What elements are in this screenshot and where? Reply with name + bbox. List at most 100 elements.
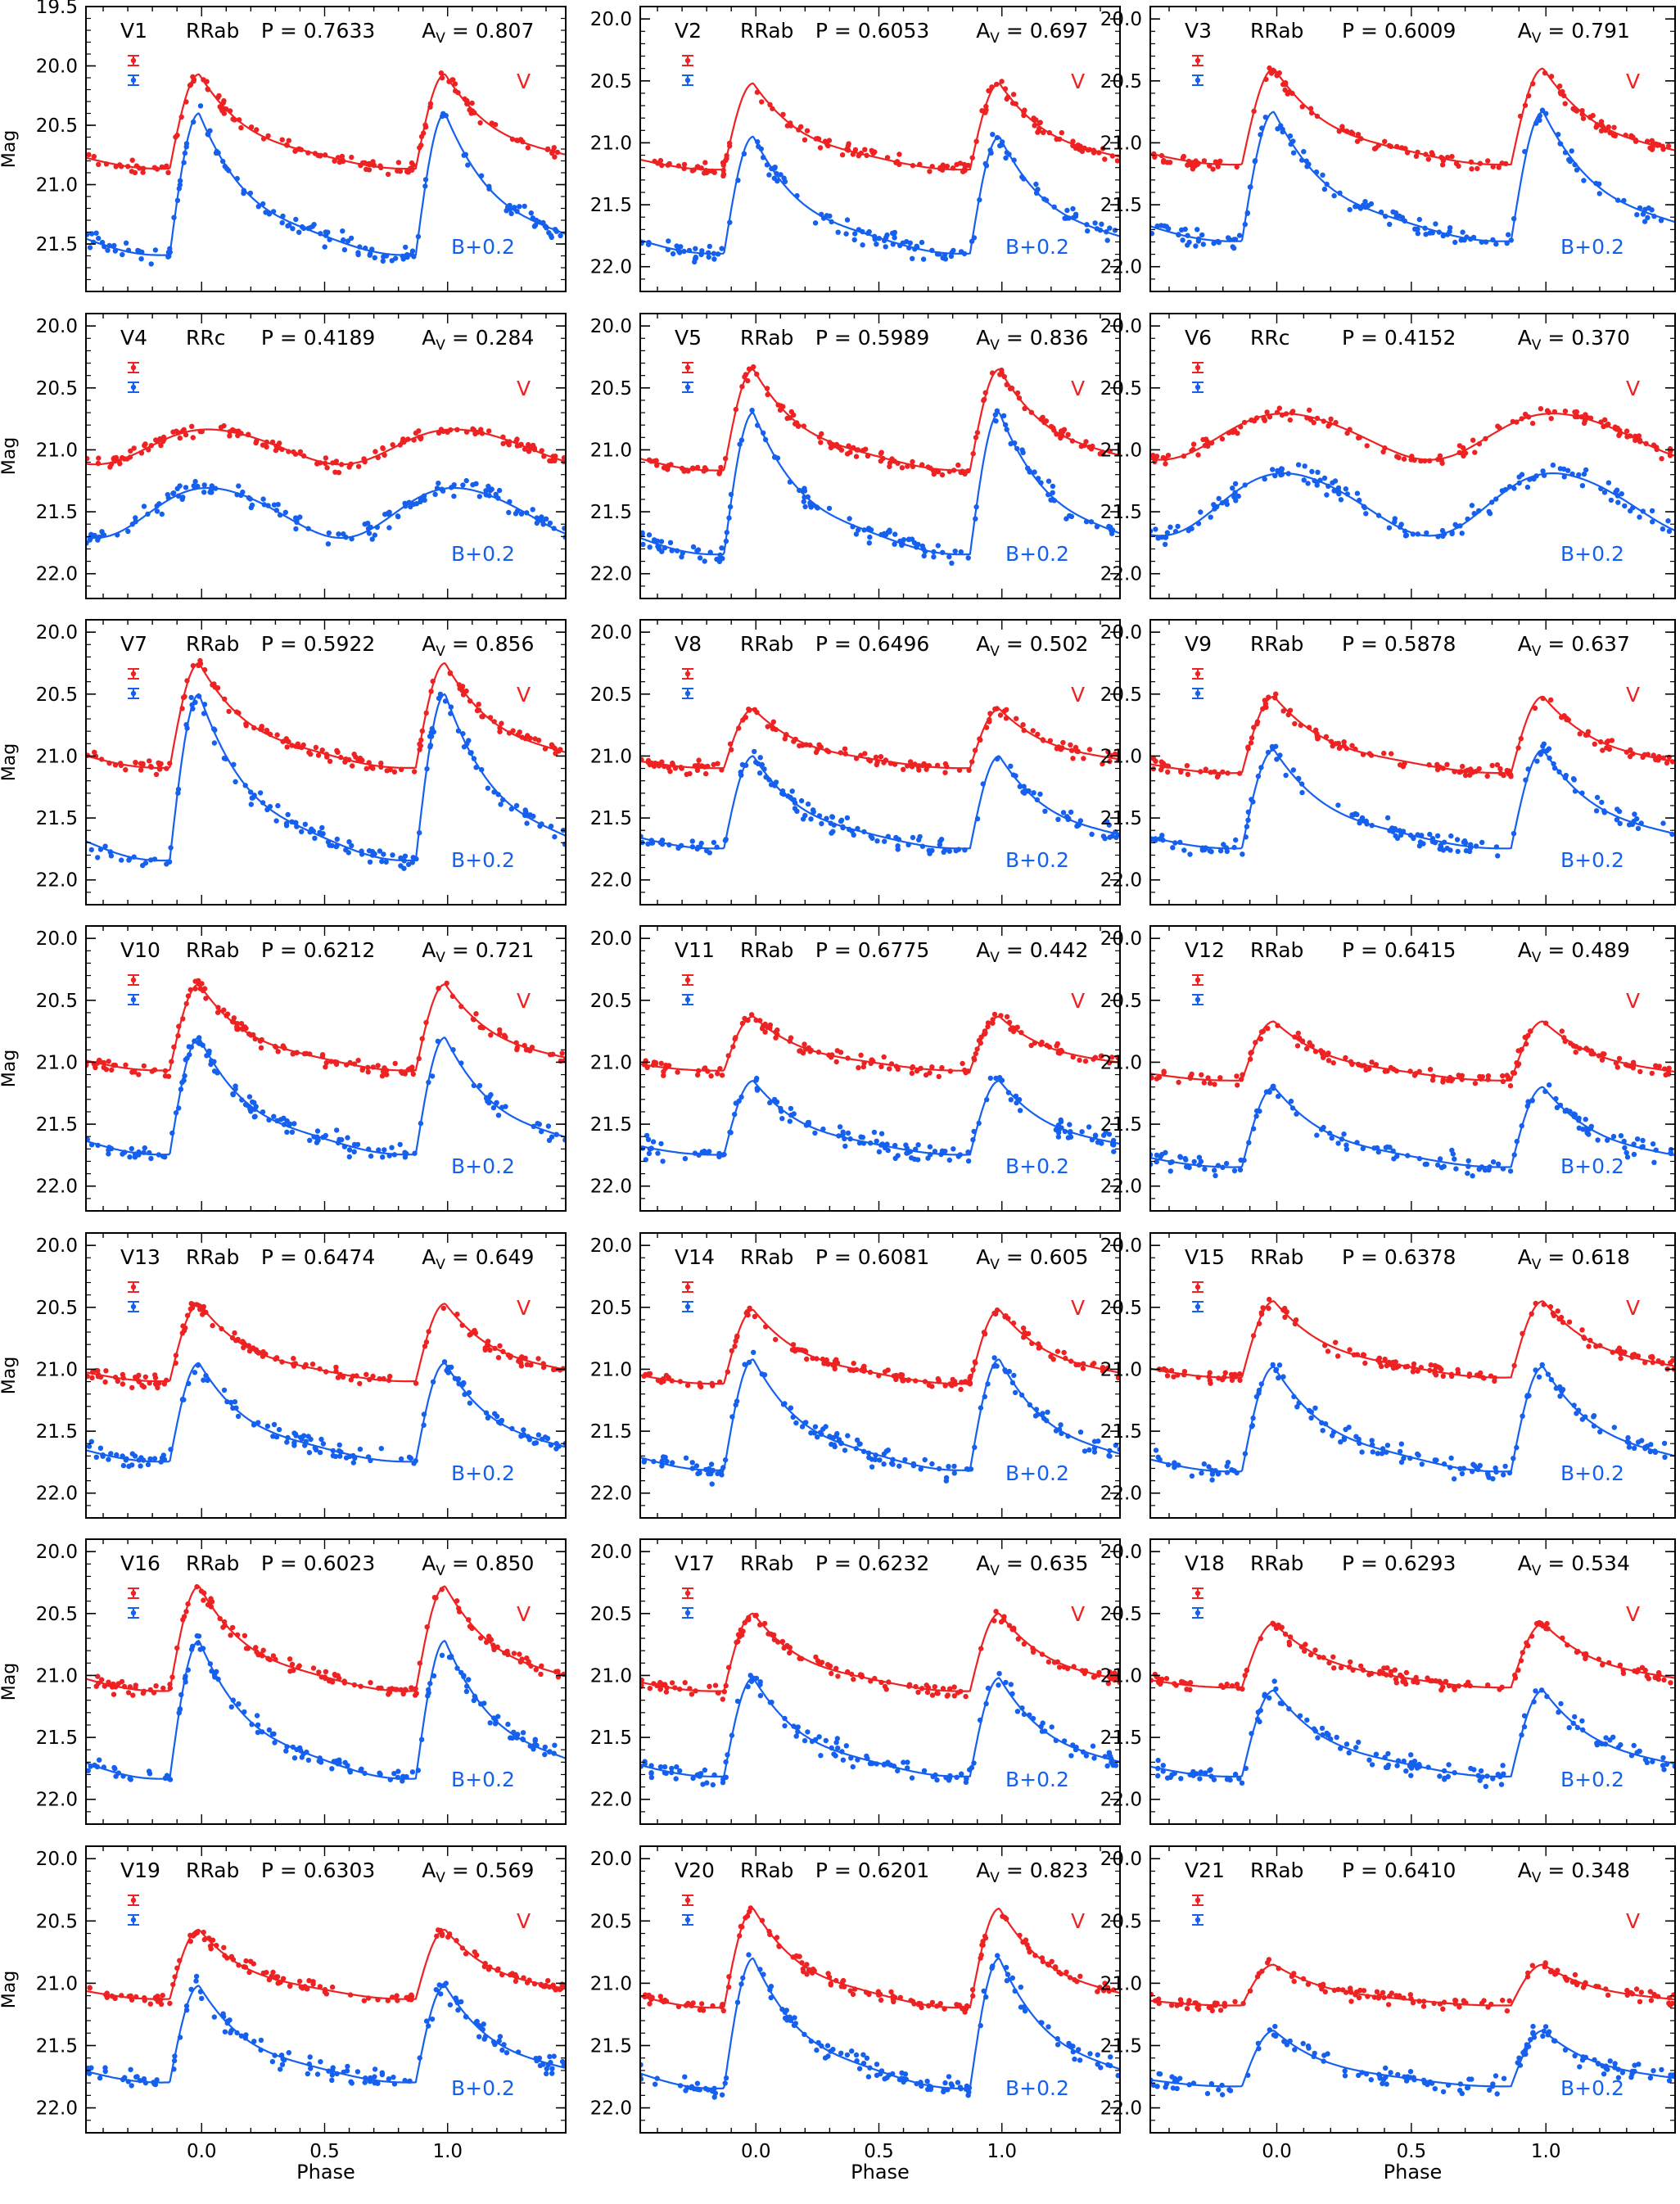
v-data-point bbox=[818, 744, 824, 750]
v-data-point bbox=[1321, 418, 1326, 424]
b-data-point bbox=[1236, 233, 1243, 238]
b-data-point bbox=[437, 691, 444, 698]
v-data-point bbox=[497, 729, 503, 734]
error-bar-point bbox=[1195, 384, 1201, 391]
b-data-point bbox=[851, 237, 857, 243]
b-data-point bbox=[1344, 491, 1351, 497]
v-data-point bbox=[1596, 1053, 1602, 1059]
b-data-point bbox=[1102, 835, 1108, 842]
b-data-point bbox=[853, 531, 860, 537]
b-data-point bbox=[1198, 509, 1204, 515]
v-data-point bbox=[1587, 115, 1593, 120]
y-tick-label: 21.0 bbox=[590, 1052, 632, 1073]
v-data-point bbox=[1660, 755, 1667, 761]
v-data-point bbox=[1328, 738, 1335, 744]
v-data-point bbox=[868, 1060, 874, 1066]
b-data-point bbox=[698, 840, 704, 847]
b-data-point bbox=[448, 711, 454, 716]
v-data-point bbox=[557, 1367, 563, 1373]
v-data-point bbox=[1636, 433, 1642, 439]
v-data-point bbox=[878, 449, 884, 455]
b-data-point bbox=[507, 499, 513, 504]
v-data-point bbox=[196, 662, 201, 669]
b-data-point bbox=[1237, 1167, 1244, 1173]
b-data-point bbox=[409, 860, 415, 865]
v-data-point bbox=[1548, 74, 1555, 79]
v-data-point bbox=[901, 766, 906, 772]
v-data-point bbox=[912, 761, 918, 767]
y-tick-label: 20.0 bbox=[1100, 928, 1142, 950]
b-data-point bbox=[788, 794, 793, 801]
b-data-point bbox=[213, 486, 219, 491]
v-data-point bbox=[951, 467, 957, 473]
v-data-point bbox=[852, 147, 859, 153]
v-data-point bbox=[301, 1050, 308, 1057]
b-data-point bbox=[1649, 508, 1655, 514]
v-data-point bbox=[201, 77, 206, 83]
b-data-point bbox=[464, 741, 470, 747]
v-data-point bbox=[1434, 761, 1440, 767]
b-data-point bbox=[844, 815, 851, 821]
v-data-point bbox=[1115, 757, 1120, 763]
b-band-label: B+0.2 bbox=[1005, 542, 1069, 566]
v-data-point bbox=[1425, 156, 1432, 162]
b-data-point bbox=[892, 541, 897, 547]
variable-type-label: RRc bbox=[1250, 326, 1290, 350]
v-data-point bbox=[1669, 759, 1675, 765]
b-data-point bbox=[376, 1147, 382, 1153]
b-data-point bbox=[1551, 766, 1558, 771]
b-data-point bbox=[856, 1140, 863, 1146]
v-data-point bbox=[1276, 405, 1283, 411]
v-data-point bbox=[1275, 1023, 1280, 1028]
b-data-point bbox=[1252, 158, 1258, 164]
panel-v8: 20.020.521.021.522.0V8 RRab P = 0.6496 AV =… bbox=[590, 619, 1121, 906]
b-data-point bbox=[292, 515, 299, 521]
v-data-point bbox=[907, 759, 914, 765]
b-data-point bbox=[1637, 205, 1643, 211]
b-data-point bbox=[512, 205, 517, 210]
b-data-point bbox=[957, 1152, 964, 1158]
v-data-point bbox=[739, 1020, 746, 1027]
b-data-point bbox=[518, 511, 525, 517]
v-data-point bbox=[158, 442, 164, 449]
v-data-point bbox=[1212, 1082, 1217, 1087]
v-data-point bbox=[1264, 409, 1270, 415]
v-data-point bbox=[89, 1375, 95, 1381]
b-data-point bbox=[95, 537, 101, 543]
y-tick-label: 21.0 bbox=[590, 133, 632, 154]
v-data-point bbox=[411, 437, 417, 443]
v-data-point bbox=[767, 102, 773, 107]
v-data-point bbox=[265, 133, 271, 139]
v-data-point bbox=[476, 702, 481, 707]
b-data-point bbox=[878, 1131, 885, 1136]
b-data-point bbox=[1542, 1088, 1548, 1095]
b-data-point bbox=[1231, 237, 1237, 242]
v-data-point bbox=[769, 723, 775, 729]
b-data-point bbox=[1429, 835, 1436, 842]
b-data-point bbox=[797, 487, 802, 494]
v-data-point bbox=[142, 441, 148, 447]
b-data-point bbox=[341, 1144, 348, 1149]
v-data-point bbox=[815, 1049, 822, 1055]
v-data-point bbox=[1565, 717, 1572, 723]
v-data-point bbox=[801, 423, 806, 429]
b-data-point bbox=[230, 1091, 236, 1097]
v-data-point bbox=[1548, 416, 1554, 422]
v-data-point bbox=[183, 1000, 189, 1007]
v-data-point bbox=[1665, 1071, 1672, 1077]
b-data-point bbox=[1068, 1134, 1074, 1140]
b-band-label: B+0.2 bbox=[1560, 848, 1624, 872]
v-data-point bbox=[887, 1066, 892, 1072]
v-data-point bbox=[767, 1025, 773, 1031]
v-data-point bbox=[1207, 1080, 1213, 1086]
v-data-point bbox=[1665, 143, 1672, 149]
v-data-point bbox=[1010, 92, 1017, 97]
v-data-point bbox=[1544, 408, 1551, 413]
b-data-point bbox=[430, 1379, 436, 1385]
b-data-point bbox=[946, 553, 952, 560]
b-data-point bbox=[1223, 498, 1230, 504]
b-data-point bbox=[495, 495, 501, 501]
v-data-point bbox=[705, 1068, 711, 1074]
v-data-point bbox=[497, 1031, 503, 1037]
v-data-point bbox=[246, 1343, 252, 1348]
